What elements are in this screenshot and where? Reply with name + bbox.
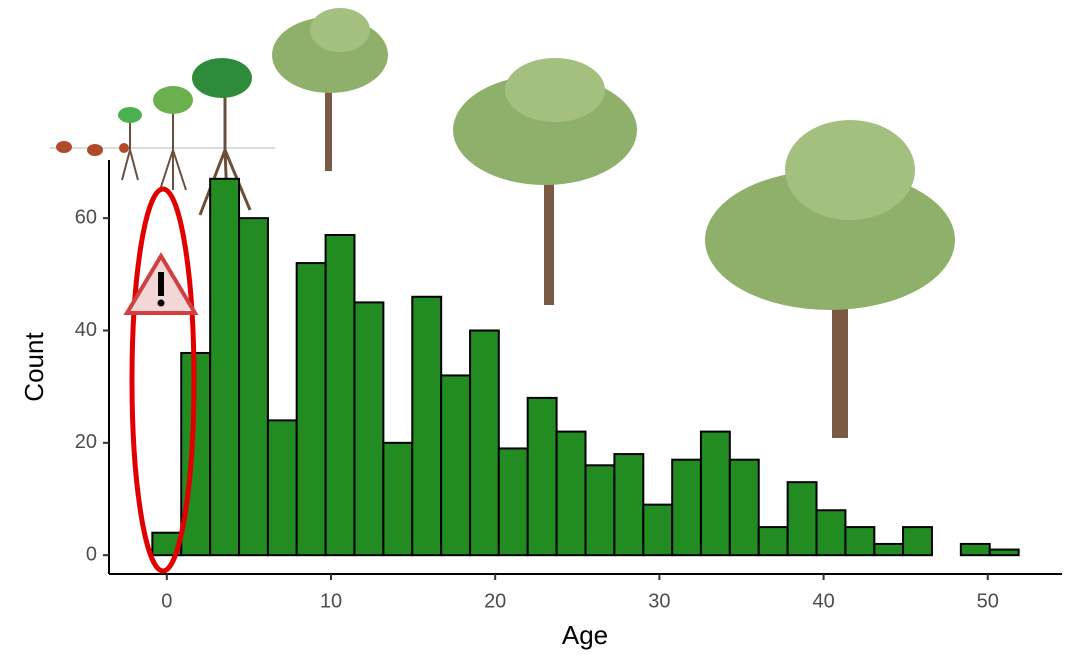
tree-large (705, 120, 955, 438)
bar (526, 396, 558, 557)
bar (440, 374, 472, 557)
seed (56, 141, 72, 153)
bar (411, 295, 443, 557)
plot-area: 0 20 40 60 0 10 20 30 40 50 (75, 160, 1062, 612)
bar (873, 542, 905, 557)
bar (988, 548, 1020, 557)
bar (671, 458, 702, 557)
x-tick-label: 40 (812, 590, 834, 612)
warning-dot (157, 299, 165, 307)
bar (584, 464, 616, 557)
x-tick-label: 0 (161, 590, 172, 612)
bar (353, 301, 385, 557)
warning-bar (158, 272, 164, 296)
bar (959, 542, 991, 557)
y-tick-label: 20 (75, 431, 97, 453)
bar (555, 430, 587, 557)
y-tick-label: 60 (75, 206, 97, 228)
seedling (118, 107, 142, 181)
x-tick-label: 30 (648, 590, 670, 612)
bar (295, 262, 327, 557)
seedling (153, 86, 193, 191)
bar (786, 481, 818, 557)
tree-small (272, 8, 388, 171)
bar (382, 441, 414, 557)
bar (469, 329, 500, 557)
x-tick-label: 10 (320, 590, 342, 612)
y-axis-title: Count (19, 332, 49, 402)
y-tick-label: 0 (86, 543, 97, 565)
seed (87, 144, 103, 156)
tree-medium (453, 58, 637, 305)
highlight-ellipse (129, 186, 197, 574)
bar (757, 526, 789, 557)
bar (238, 217, 269, 557)
illustrations (50, 8, 955, 438)
bar (642, 503, 674, 557)
bar (266, 419, 298, 557)
warning-annotation (123, 186, 199, 574)
seed (119, 143, 129, 153)
bar (815, 509, 847, 557)
bar (902, 526, 933, 557)
bar (497, 447, 529, 557)
bar (844, 526, 876, 557)
bar (324, 233, 356, 557)
y-tick-label: 40 (75, 319, 97, 341)
bar (613, 453, 645, 557)
bar (209, 177, 241, 557)
bar (699, 430, 731, 557)
x-tick-label: 20 (484, 590, 506, 612)
x-tick-label: 50 (977, 590, 999, 612)
x-axis-title: Age (562, 620, 608, 650)
bar (728, 458, 760, 557)
